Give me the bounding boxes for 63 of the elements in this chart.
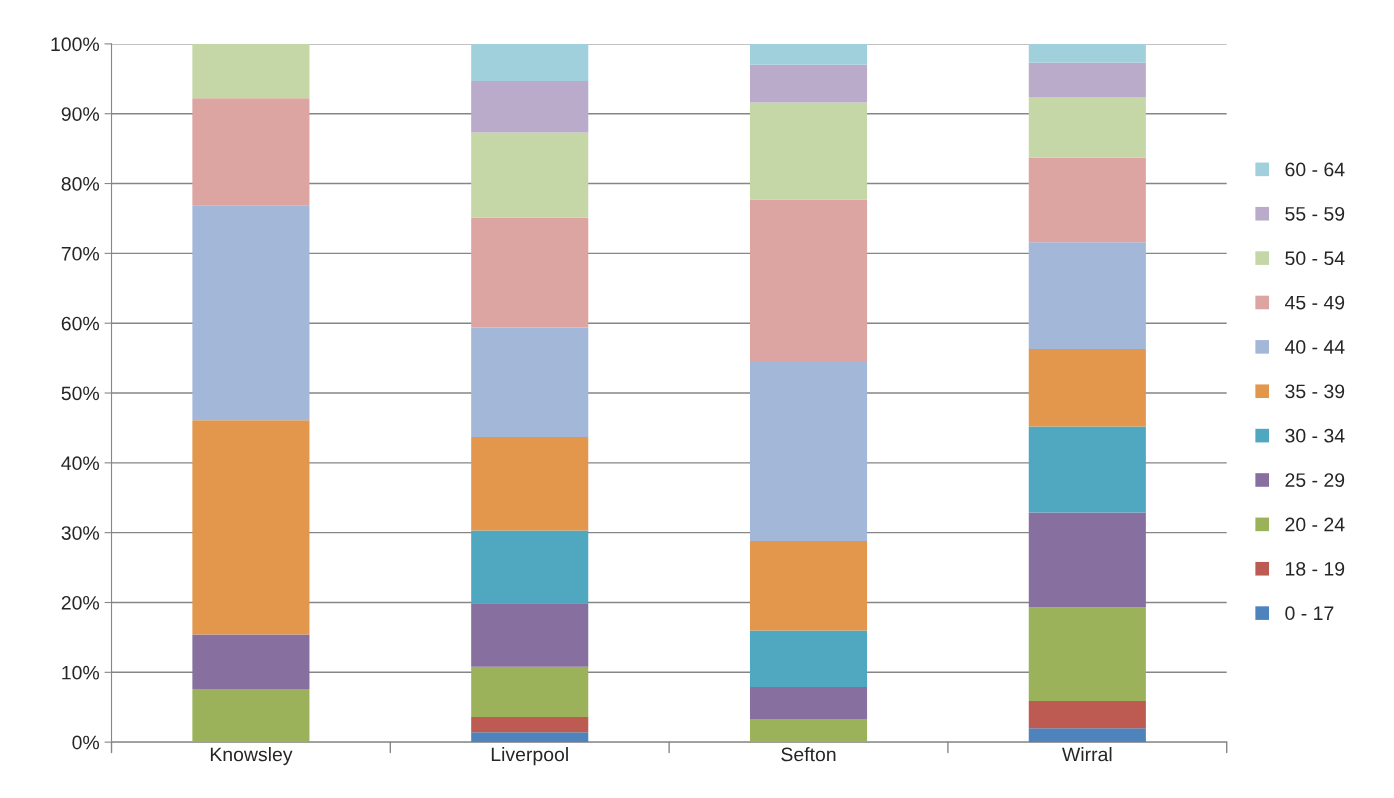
legend-label: 25 - 29 [1285,473,1345,487]
bar [749,630,868,687]
y-tick-label: 100% [51,37,100,52]
bar [749,43,868,65]
bar [471,666,589,717]
bar [471,132,589,218]
bar [192,420,310,635]
bar [192,43,310,99]
bar [1028,607,1146,701]
legend-label: 20 - 24 [1285,517,1345,532]
bar [1028,242,1146,350]
y-tick-label: 50% [61,386,100,401]
bar [749,64,868,103]
bar [471,217,589,328]
y-tick-label: 90% [61,107,100,121]
bar [471,437,589,531]
bar [1028,43,1146,63]
y-tick-label: 60% [61,316,100,331]
legend-label: 40 - 44 [1284,340,1345,354]
bar [749,686,868,720]
y-tick-label: 10% [62,665,100,680]
legend-label: 18 - 19 [1286,561,1345,576]
bar [749,360,868,542]
legend-label: 55 - 59 [1285,206,1345,221]
y-tick-label: 20% [61,595,100,610]
x-tick-label: Wirral [1062,747,1112,762]
legend-label: 30 - 34 [1285,428,1345,443]
y-tick-label: 80% [61,177,100,191]
bar [1028,426,1146,513]
bar [471,327,589,437]
legend-label: 35 - 39 [1285,384,1345,399]
bar [471,530,589,604]
bar [471,80,589,133]
bar [471,603,589,667]
bar [471,43,589,81]
y-tick-label: 40% [61,456,100,471]
bar [1028,700,1146,729]
legend-label: 60 - 64 [1285,162,1345,177]
bar [1028,157,1146,243]
bar [192,98,310,206]
y-tick-label: 70% [61,246,100,261]
bar [1028,349,1146,427]
bar [749,541,868,631]
x-tick-label: Liverpool [491,747,568,766]
bar [192,689,310,743]
y-tick-label: 30% [61,526,100,540]
bar [471,717,589,733]
bar [1028,512,1146,608]
bar [1028,728,1146,743]
bar [749,102,868,200]
legend-label: 0 - 17 [1285,606,1334,621]
bar [471,732,589,743]
bar [749,719,868,743]
bar [1028,62,1146,97]
x-tick-label: Knowsley [210,747,293,766]
y-tick-label: 0% [72,735,100,750]
x-tick-label: Sefton [781,747,836,762]
legend-label: 50 - 54 [1285,251,1345,266]
legend-label: 45 - 49 [1284,295,1345,310]
bar [192,205,310,421]
bar [749,199,868,361]
bar [192,634,310,690]
bar [1028,96,1146,158]
